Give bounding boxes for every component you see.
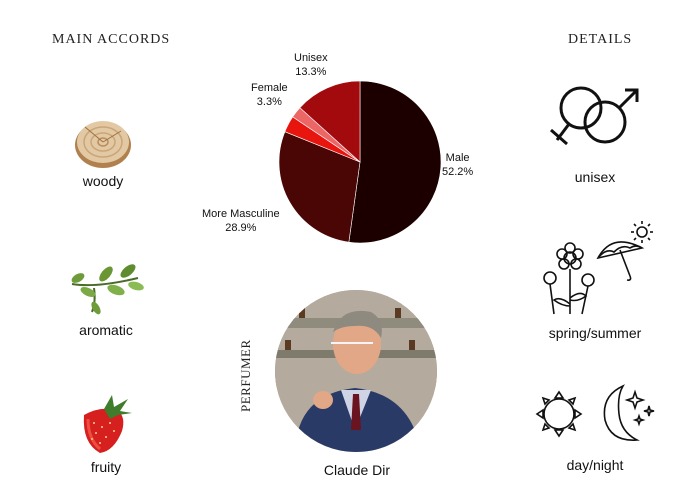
pie-svg: [278, 80, 442, 244]
pie-label-name: Unisex: [294, 52, 328, 64]
perfumer-photo: [275, 290, 437, 452]
wood-slice-icon: [75, 121, 131, 168]
pie-label-value: 28.9%: [225, 222, 257, 234]
pie-slice-4: [299, 80, 361, 163]
detail-label: spring/summer: [548, 325, 642, 341]
detail-season: spring/summer: [510, 218, 680, 341]
detail-unisex: unisex: [510, 78, 680, 185]
strawberry-icon: [83, 395, 132, 453]
perfumer-name: Claude Dir: [323, 462, 391, 478]
pie-label-unisex: Unisex 13.3%: [294, 51, 328, 79]
pie-label-name: Male: [445, 152, 470, 164]
pie-label-value: 13.3%: [295, 66, 327, 78]
pie-label-male: Male 52.2%: [442, 151, 473, 179]
accord-label: woody: [82, 173, 124, 189]
herb-sprig-icon: [71, 264, 144, 315]
accord-fruity: fruity: [36, 393, 176, 475]
detail-label: unisex: [574, 169, 616, 185]
pie-label-value: 52.2%: [442, 166, 474, 178]
accord-woody: woody: [33, 117, 173, 189]
detail-time-of-day: day/night: [510, 380, 680, 473]
pie-label-value: 3.3%: [256, 96, 282, 108]
main-accords-heading: MAIN ACCORDS: [52, 32, 171, 47]
accord-label: fruity: [90, 459, 122, 475]
pie-label-name: Female: [251, 82, 288, 94]
pie-label-more-masculine: More Masculine 28.9%: [202, 207, 280, 235]
pie-slice-1: [278, 131, 361, 243]
male-female-symbol-icon: [550, 86, 639, 146]
sun-moon-icon: [535, 384, 655, 441]
perfumer-portrait-icon: [275, 290, 437, 452]
detail-label: day/night: [566, 457, 624, 473]
pie-label-female: Female 3.3%: [251, 81, 288, 109]
accord-label: aromatic: [79, 322, 133, 338]
details-heading: DETAILS: [568, 32, 633, 47]
perfumer-label: PERFUMER: [238, 339, 253, 412]
gender-pie-chart: Unisex 13.3% Female 3.3% Male 52.2% More…: [200, 45, 500, 255]
pie-label-name: More Masculine: [202, 208, 280, 220]
accord-aromatic: aromatic: [36, 262, 176, 338]
pie-slice-0: [348, 80, 442, 244]
flowers-umbrella-sun-icon: [543, 221, 653, 315]
